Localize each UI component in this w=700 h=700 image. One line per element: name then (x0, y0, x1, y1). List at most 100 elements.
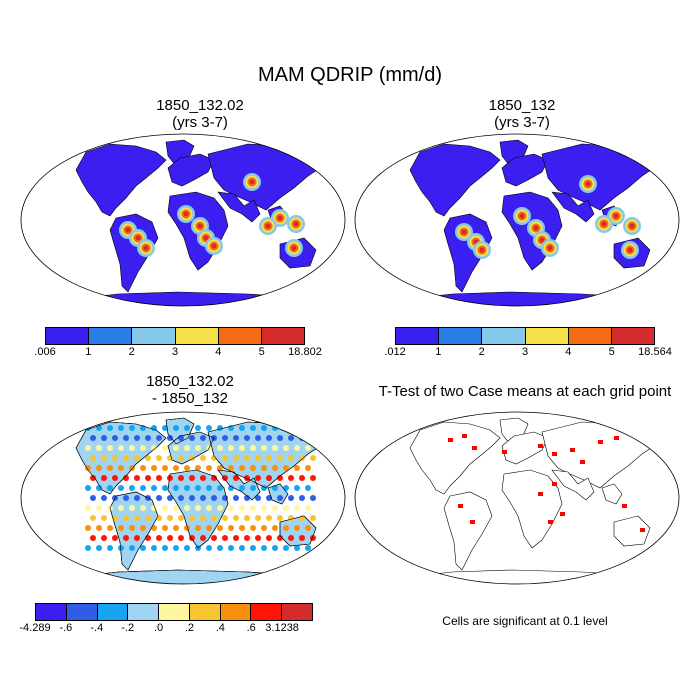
difference-cell (151, 445, 157, 451)
difference-cell (134, 475, 140, 481)
colorbar-tick-label: 18.564 (638, 346, 672, 358)
colorbar-tick-label: 2 (128, 346, 135, 358)
difference-cell (310, 515, 316, 521)
colorbar-swatch (482, 328, 526, 344)
difference-cell (129, 425, 135, 431)
difference-cell (277, 535, 283, 541)
difference-cell (184, 425, 190, 431)
colorbar-labels-bottom-left: -4.289 -.6 -.4 -.2 .0 .2 .4 .6 3.1238 (19, 622, 313, 636)
difference-cell (101, 455, 107, 461)
colorbar-tick-label: .0 (153, 622, 164, 634)
difference-cell (101, 475, 107, 481)
significant-cell (560, 512, 565, 516)
significant-cell (552, 482, 557, 486)
difference-cell (167, 475, 173, 481)
precip-contour (627, 247, 633, 253)
difference-cell (222, 515, 228, 521)
difference-cell (195, 525, 201, 531)
difference-cell (118, 485, 124, 491)
difference-cell (206, 425, 212, 431)
difference-cell (310, 475, 316, 481)
colorbar-swatch (220, 604, 252, 620)
difference-cell (123, 455, 129, 461)
difference-cell (239, 425, 245, 431)
colorbar-tick-label: -.6 (59, 622, 73, 634)
difference-cell (288, 455, 294, 461)
difference-cell (228, 505, 234, 511)
difference-cell (145, 535, 151, 541)
map-panel-top-right (354, 133, 680, 307)
difference-cell (123, 475, 129, 481)
difference-cell (200, 495, 206, 501)
colorbar-tick-label: -.2 (121, 622, 135, 634)
colorbar-swatch (89, 328, 133, 344)
difference-cell (211, 515, 217, 521)
difference-cell (107, 525, 113, 531)
difference-cell (107, 465, 113, 471)
difference-cell (250, 425, 256, 431)
difference-cell (96, 525, 102, 531)
difference-cell (134, 455, 140, 461)
difference-cell (90, 455, 96, 461)
colorbar-swatch (66, 604, 98, 620)
difference-cell (228, 465, 234, 471)
precip-contour (203, 235, 209, 241)
difference-cell (85, 445, 91, 451)
difference-cell (112, 475, 118, 481)
colorbar-swatch (282, 604, 313, 620)
panel-title-line: 1850_132.02 (156, 97, 244, 114)
difference-cell (261, 425, 267, 431)
precip-contour (143, 245, 149, 251)
difference-cell (162, 525, 168, 531)
significant-cell (614, 436, 619, 440)
difference-cell (277, 455, 283, 461)
difference-cell (239, 505, 245, 511)
difference-cell (101, 435, 107, 441)
difference-cell (288, 535, 294, 541)
difference-cell (200, 435, 206, 441)
difference-cell (294, 545, 300, 551)
land-arabia-india (551, 469, 595, 501)
difference-cell (206, 525, 212, 531)
difference-cell (233, 515, 239, 521)
difference-cell (283, 425, 289, 431)
precip-contour (277, 215, 283, 221)
difference-cell (118, 425, 124, 431)
colorbar-swatch (611, 328, 655, 344)
difference-cell (294, 465, 300, 471)
precip-contour (291, 245, 297, 251)
difference-cell (140, 525, 146, 531)
difference-cell (294, 525, 300, 531)
difference-cell (250, 485, 256, 491)
difference-cell (255, 515, 261, 521)
difference-cell (85, 525, 91, 531)
colorbar-swatch (525, 328, 569, 344)
difference-cell (217, 525, 223, 531)
colorbar-tick-label: 1 (435, 346, 442, 358)
difference-cell (305, 485, 311, 491)
difference-cell (167, 495, 173, 501)
coastline-southeast-asia (267, 483, 289, 505)
difference-cell (178, 475, 184, 481)
difference-cell (283, 545, 289, 551)
colorbar-tick-label: 5 (258, 346, 265, 358)
difference-cell (244, 495, 250, 501)
difference-cell (123, 435, 129, 441)
difference-cell (101, 515, 107, 521)
colorbar-tick-label: -4.289 (19, 622, 51, 634)
difference-cell (134, 535, 140, 541)
difference-cell (90, 435, 96, 441)
land-australia (613, 515, 651, 547)
difference-cell (151, 465, 157, 471)
difference-cell (272, 445, 278, 451)
precip-contour (183, 211, 189, 217)
difference-cell (107, 425, 113, 431)
difference-cell (162, 505, 168, 511)
significant-cell (462, 434, 467, 438)
panel-title-top-right: 1850_132 (yrs 3-7) (382, 97, 662, 131)
colorbar-top-left (45, 327, 305, 345)
panel-title-bottom-left: 1850_132.02 - 1850_132 (40, 373, 340, 407)
map-panel-bottom-left (20, 411, 346, 585)
difference-cell (85, 545, 91, 551)
difference-cell (123, 515, 129, 521)
